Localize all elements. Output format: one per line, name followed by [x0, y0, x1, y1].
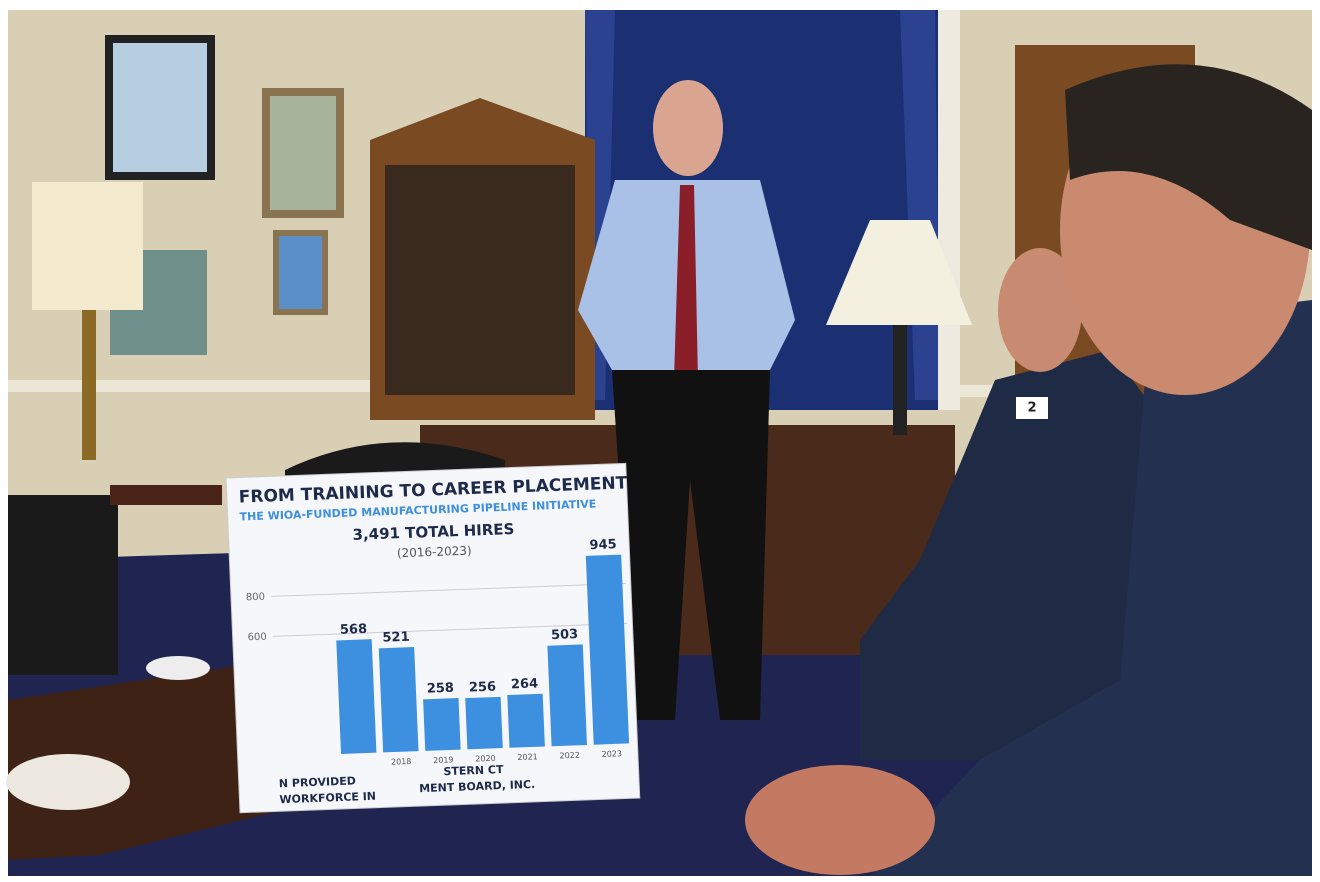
picture: [113, 43, 207, 172]
value-label: 258: [426, 681, 454, 697]
value-label: 264: [511, 676, 539, 692]
x-tick-label: 2022: [559, 751, 580, 761]
value-label: 521: [382, 630, 410, 646]
x-tick-label: 2021: [517, 752, 538, 762]
bar: [379, 647, 419, 752]
period: (2016-2023): [397, 544, 472, 561]
side-table: [110, 485, 222, 505]
x-tick-label: 2020: [475, 754, 496, 764]
bar: [336, 639, 376, 754]
y-tick-label: 600: [247, 632, 267, 644]
armchair: [8, 495, 118, 675]
placard-text: 2: [1027, 401, 1036, 416]
lamp-base: [893, 325, 907, 435]
value-label: 568: [340, 622, 368, 638]
lamp-base: [82, 310, 96, 460]
picture: [270, 96, 336, 210]
x-tick-label: 2023: [601, 749, 622, 759]
value-label: 503: [551, 627, 579, 643]
head: [653, 80, 723, 176]
bar: [465, 697, 503, 749]
rope-decor: [6, 754, 130, 810]
chair-rail: [8, 380, 388, 392]
bar: [423, 698, 461, 751]
lamp-shade: [32, 182, 143, 310]
bar: [547, 644, 587, 746]
value-label: 256: [469, 680, 497, 696]
door-frame: [938, 10, 960, 410]
picture: [279, 236, 322, 309]
coaster: [146, 656, 210, 680]
x-tick-label: 2019: [433, 755, 454, 765]
photo: 2 FROM TRAINING TO CAREER PLACEMENT THE …: [0, 0, 1320, 882]
x-tick-label: 2018: [391, 757, 412, 767]
cabinet-glass: [385, 165, 575, 395]
footer: STERN CT: [443, 763, 504, 778]
hands: [745, 765, 935, 875]
poster: FROM TRAINING TO CAREER PLACEMENT THE WI…: [226, 463, 641, 812]
bar: [507, 694, 545, 748]
y-tick-label: 800: [246, 592, 266, 604]
value-label: 945: [589, 537, 617, 553]
